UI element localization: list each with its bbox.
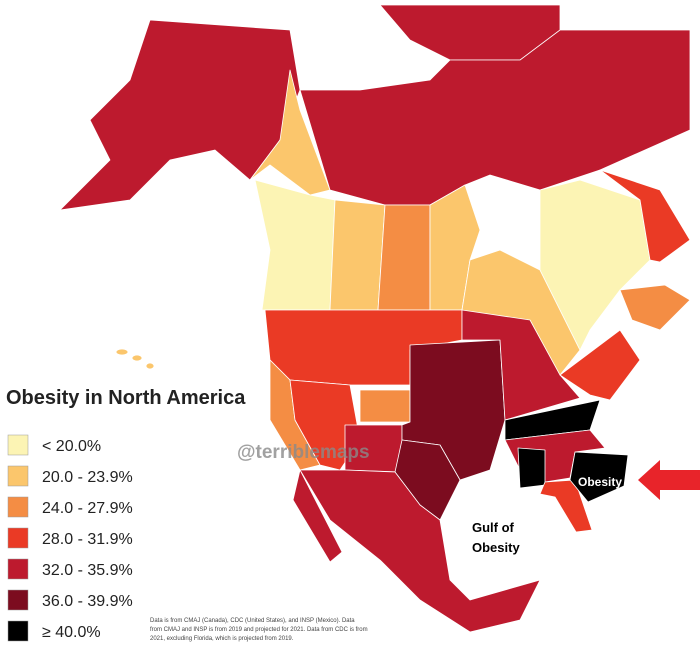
legend-label: 20.0 - 23.9% (42, 469, 133, 486)
region (145, 362, 155, 370)
region (329, 199, 386, 311)
legend-label: 36.0 - 39.9% (42, 593, 133, 610)
legend-swatch (7, 527, 29, 549)
region (292, 469, 343, 563)
region (377, 204, 431, 311)
watermark: @terriblemaps (237, 442, 370, 463)
region (539, 179, 651, 351)
legend-swatch (7, 589, 29, 611)
region (59, 19, 301, 211)
source-line: 2021, excluding Florida, which is projec… (150, 636, 294, 642)
source-line: Data is from CMAJ (Canada), CDC (United … (150, 618, 355, 624)
region (131, 354, 143, 362)
region (359, 389, 411, 423)
legend: < 20.0% 20.0 - 23.9% 24.0 - 27.9% 28.0 - 31… (7, 434, 133, 642)
annotation: Gulf of (472, 520, 515, 535)
annotation: Obesity (472, 540, 520, 555)
region (619, 284, 691, 331)
region (569, 451, 629, 503)
region (254, 179, 336, 311)
legend-swatch (7, 465, 29, 487)
region (115, 348, 129, 356)
annotation: Obesity (578, 475, 622, 489)
regions (59, 4, 691, 633)
legend-label: ≥ 40.0% (42, 624, 101, 641)
legend-label: 28.0 - 31.9% (42, 531, 133, 548)
legend-swatch (7, 496, 29, 518)
arrow (638, 460, 700, 500)
region (517, 447, 546, 489)
region (599, 169, 691, 263)
region (559, 329, 641, 401)
legend-label: 24.0 - 27.9% (42, 500, 133, 517)
region (249, 69, 331, 196)
legend-swatch (7, 558, 29, 580)
region (461, 309, 581, 421)
source-line: from CMAJ and INSP is from 2019 and proj… (150, 627, 368, 633)
legend-label: < 20.0% (42, 438, 101, 455)
source-note: Data is from CMAJ (Canada), CDC (United … (150, 618, 368, 642)
legend-swatch (7, 620, 29, 642)
legend-title: Obesity in North America (6, 387, 246, 409)
legend-swatch (7, 434, 29, 456)
region (299, 469, 541, 633)
legend-label: 32.0 - 35.9% (42, 562, 133, 579)
